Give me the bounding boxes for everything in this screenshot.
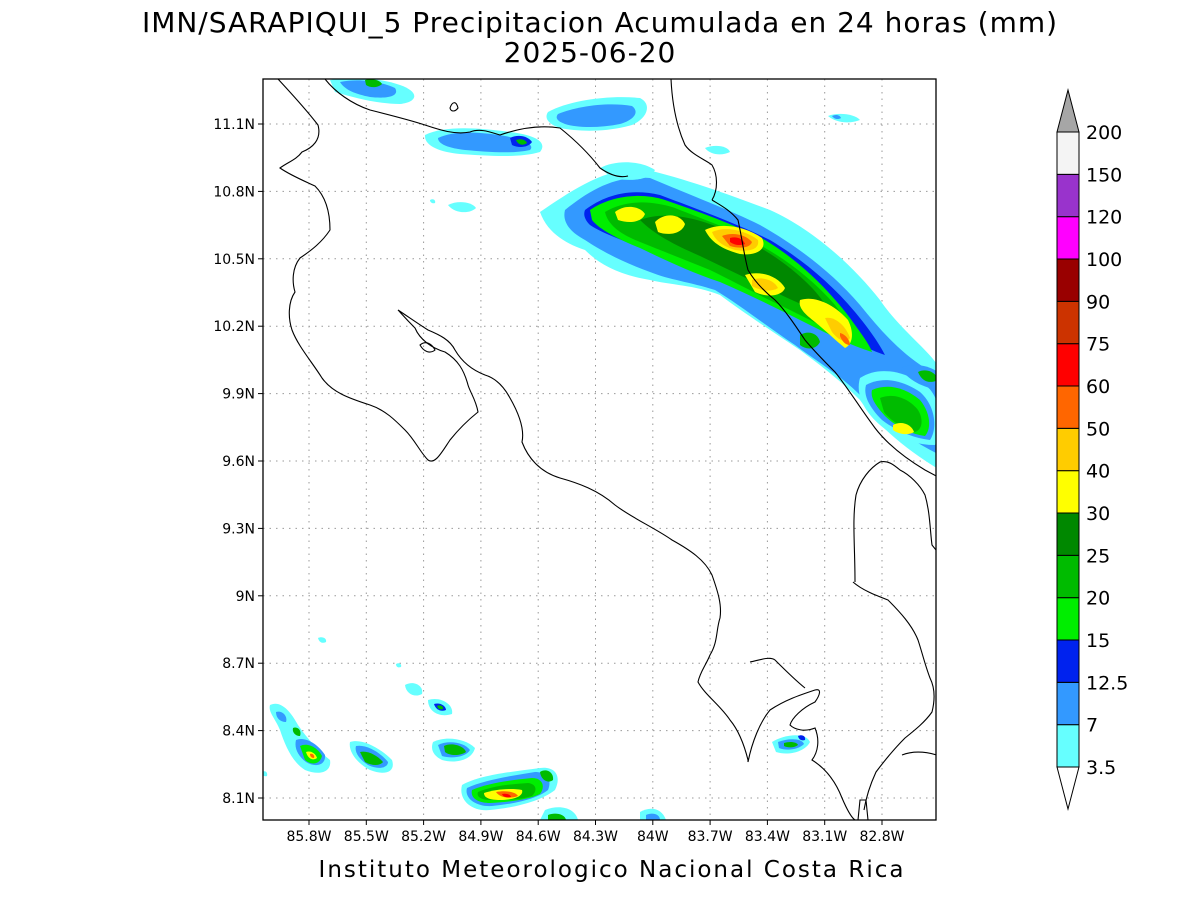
legend-swatch [1056,343,1080,387]
legend-level-label: 20 [1086,588,1110,610]
legend-swatch [1056,470,1080,514]
lat-tick-label: 8.1N [222,791,255,807]
legend-swatch [1056,300,1080,345]
legend-level-label: 75 [1086,334,1110,356]
legend-swatch [1056,681,1080,726]
lat-tick-label: 9.9N [222,387,255,403]
legend-level-label: 200 [1086,122,1122,144]
legend-level-label: 90 [1086,291,1110,313]
lat-tick-label: 11.1N [213,117,255,133]
lon-tick-label: 85.2W [401,829,446,845]
lon-tick-label: 83.1W [802,829,847,845]
map-date: 2025-06-20 [504,36,677,69]
legend-swatch [1056,597,1080,641]
footer-credit: Instituto Meteorologico Nacional Costa R… [319,857,906,883]
lat-tick-label: 8.7N [222,656,255,672]
legend-swatch [1056,512,1080,556]
legend-level-label: 100 [1086,249,1122,271]
lon-tick-label: 83.7W [688,829,733,845]
rain-band-north [540,168,936,468]
legend-level-label: 50 [1086,418,1110,440]
legend-swatch [1056,554,1080,599]
lat-tick-label: 10.8N [213,184,255,200]
legend-swatch [1056,639,1080,683]
legend-level-label: 15 [1086,630,1110,652]
legend-level-label: 40 [1086,461,1110,483]
legend-swatch [1056,173,1080,218]
legend-swatch [1056,131,1080,175]
color-legend: 3.5 7 12.5 15 20 25 30 40 50 60 75 90 100 120 150 200 [1056,88,1128,811]
legend-swatch [1056,724,1080,768]
legend-level-label: 120 [1086,207,1122,229]
legend-swatch [1056,216,1080,260]
legend-swatch [1056,427,1080,472]
lat-tick-label: 10.5N [213,252,255,268]
rain-cells-south [263,637,810,820]
plot-frame [262,78,937,821]
lon-tick-label: 84W [637,829,669,845]
longitude-tick-labels: 85.8W 85.5W 85.2W 84.9W 84.6W 84.3W 84W 83.7W 83… [286,820,905,845]
legend-swatch [1056,385,1080,429]
lon-tick-label: 85.5W [344,829,389,845]
legend-lower-arrow [1056,766,1080,811]
lat-tick-label: 9N [236,589,255,605]
lat-tick-label: 9.3N [222,521,255,537]
legend-level-label: 30 [1086,503,1110,525]
lon-tick-label: 84.9W [458,829,503,845]
latitude-tick-labels: 11.1N 10.8N 10.5N 10.2N 9.9N 9.6N 9.3N 9N 8.7N 8.… [213,117,263,807]
lat-tick-label: 8.4N [222,724,255,740]
legend-swatch [1056,258,1080,302]
lon-tick-label: 85.8W [286,829,331,845]
legend-level-label: 60 [1086,376,1110,398]
legend-level-label: 150 [1086,164,1122,186]
lon-tick-label: 84.3W [573,829,618,845]
lat-tick-label: 9.6N [222,454,255,470]
lon-tick-label: 83.4W [745,829,790,845]
precipitation-field [263,79,936,820]
legend-level-label: 3.5 [1086,757,1116,779]
legend-level-label: 12.5 [1086,672,1128,694]
lon-tick-label: 84.6W [516,829,561,845]
lon-tick-label: 82.8W [859,829,904,845]
lat-tick-label: 10.2N [213,319,255,335]
legend-level-label: 25 [1086,545,1110,567]
legend-upper-arrow [1056,88,1080,133]
coastlines [277,79,936,820]
rain-cells-northwest [330,79,860,213]
legend-level-label: 7 [1086,715,1098,737]
map-title: IMN/SARAPIQUI_5 Precipitacion Acumulada … [142,6,1058,39]
